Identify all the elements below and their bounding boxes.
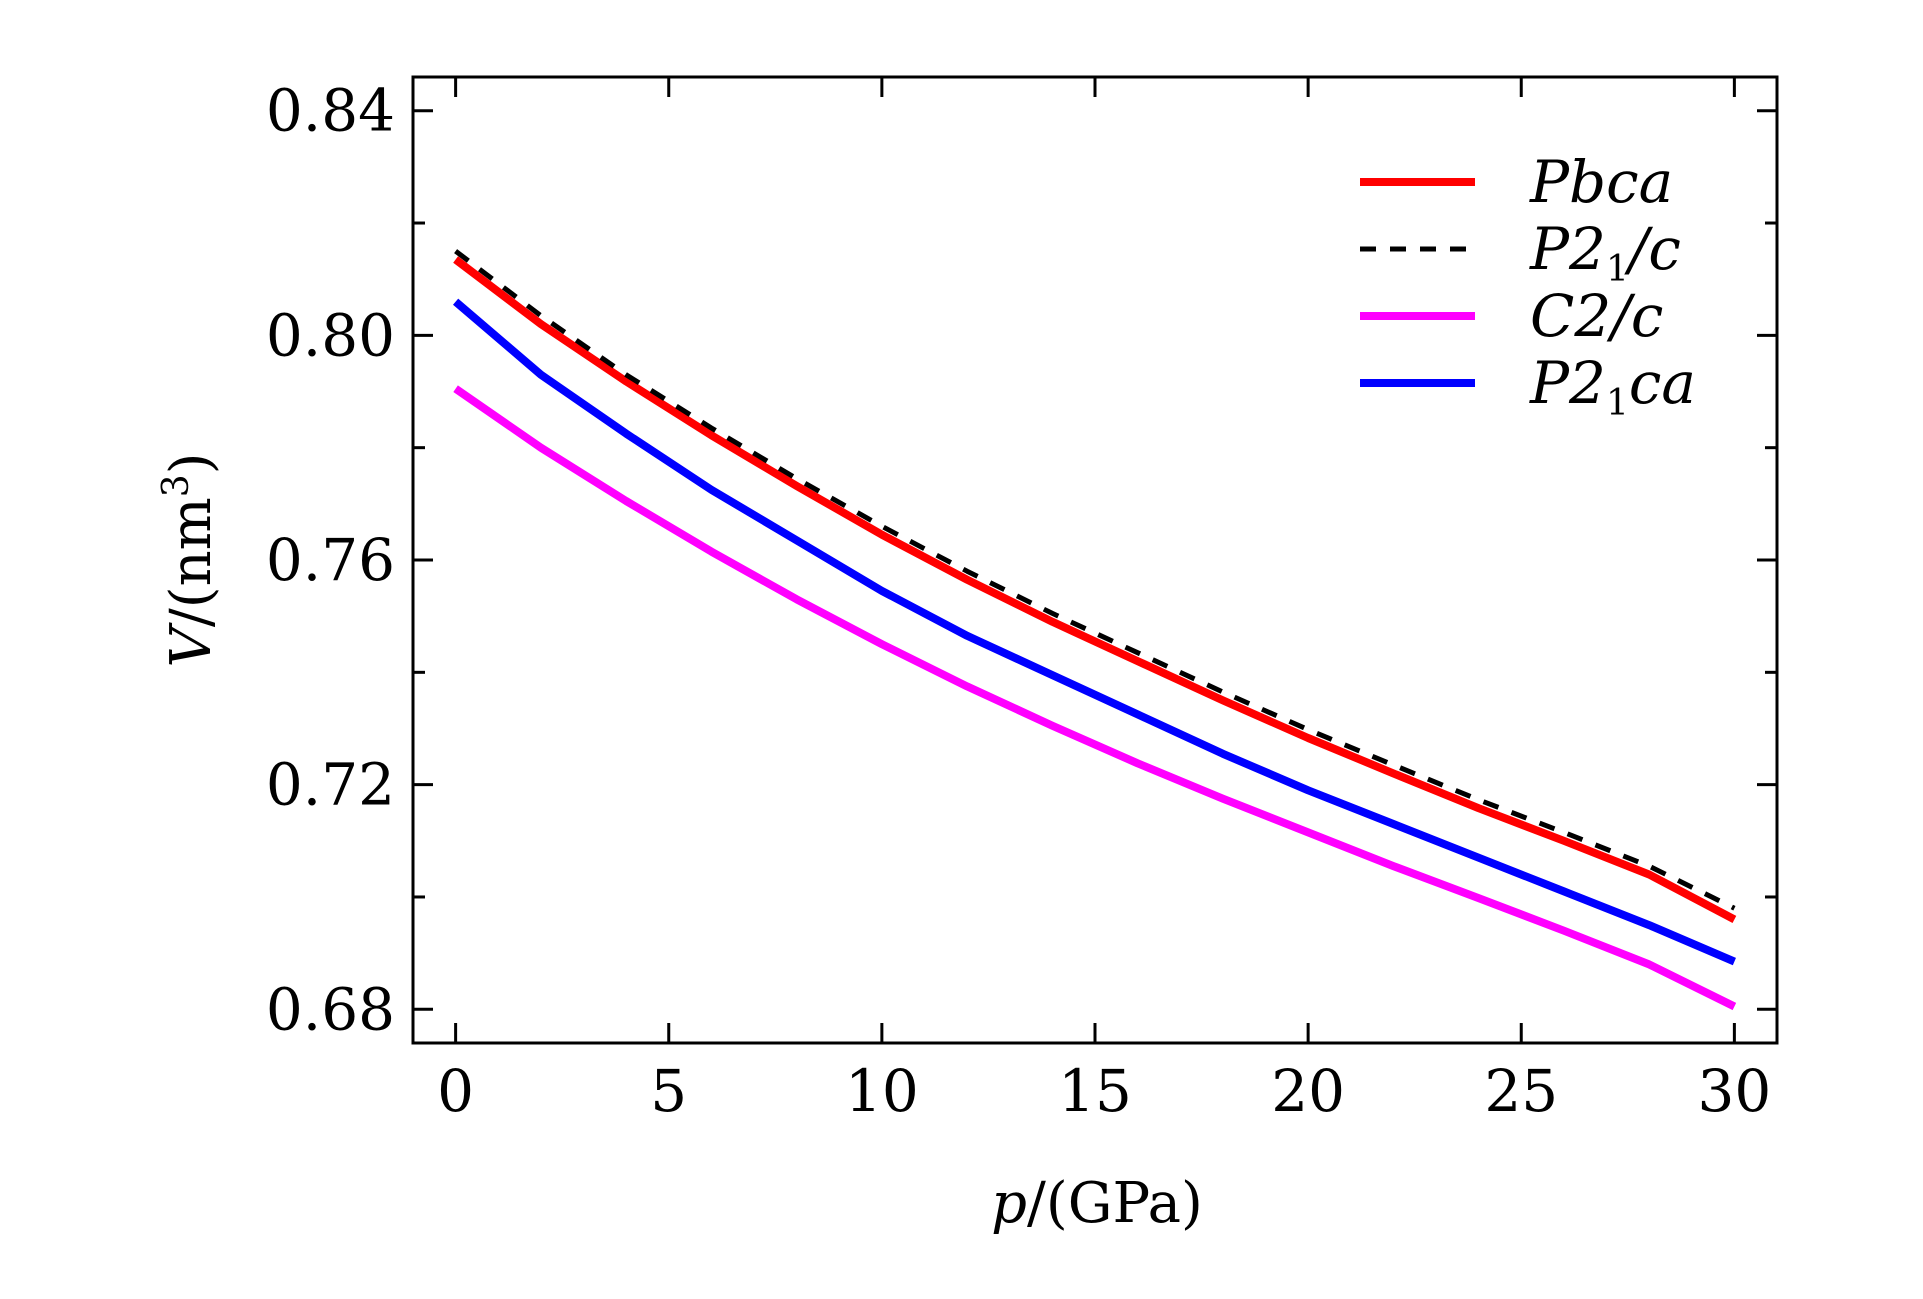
x-tick-label: 15 <box>1058 1057 1132 1125</box>
x-tick-label: 20 <box>1271 1057 1345 1125</box>
legend-label-pbca: Pbca <box>1529 148 1673 216</box>
legend-label-p21-c: P21/c <box>1529 215 1681 290</box>
series-line-pbca <box>453 256 1737 923</box>
y-axis-title-rest: /(nm <box>159 497 224 627</box>
series-layer <box>452 249 1737 1011</box>
legend-label-c2-c: C2/c <box>1530 282 1663 350</box>
series-line-c2-c <box>453 385 1737 1011</box>
x-tick-label: 30 <box>1697 1057 1771 1125</box>
y-axis-title-italic: V <box>159 622 224 668</box>
x-axis-title: p/(GPa) <box>991 1171 1203 1236</box>
x-axis-title-rest: /(GPa) <box>1027 1171 1203 1236</box>
legend-label-p21ca: P21ca <box>1529 349 1696 424</box>
y-axis-title: V/(nm3) <box>156 452 224 667</box>
y-axis-title-group: V/(nm3) <box>156 452 224 667</box>
y-tick-label: 0.84 <box>266 77 395 145</box>
series-line-p21ca <box>452 298 1736 966</box>
y-tick-label: 0.80 <box>266 301 395 369</box>
x-axis-title-italic: p <box>991 1171 1027 1236</box>
x-tick-label: 5 <box>650 1057 687 1125</box>
y-axis-title-close: ) <box>159 452 224 474</box>
x-tick-label: 10 <box>845 1057 919 1125</box>
tick-labels-layer: 0 5 10 15 20 25 30 0.68 0.72 0.76 0.80 0.84 <box>266 77 1771 1125</box>
y-tick-label: 0.76 <box>266 526 395 594</box>
y-axis-title-sup: 3 <box>156 474 197 497</box>
y-tick-label: 0.68 <box>266 975 395 1043</box>
y-tick-label: 0.72 <box>266 751 395 819</box>
series-line-p21-c <box>454 249 1736 911</box>
x-tick-label: 0 <box>437 1057 474 1125</box>
ticks-layer <box>413 77 1777 1043</box>
x-tick-label: 25 <box>1484 1057 1558 1125</box>
